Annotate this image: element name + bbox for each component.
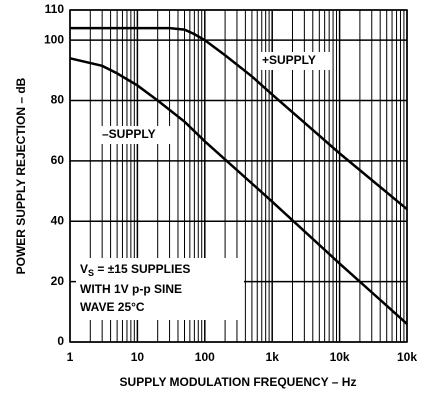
series-line — [70, 26, 408, 211]
x-tick-label: 10k — [397, 350, 417, 364]
x-axis-title: SUPPLY MODULATION FREQUENCY – Hz — [120, 375, 357, 389]
note-line: VS = ±15 SUPPLIES — [80, 262, 190, 278]
note-text: V — [80, 262, 88, 276]
x-tick-label: 10k — [330, 350, 350, 364]
y-tick-label: 80 — [51, 93, 65, 107]
y-tick-label: 110 — [45, 2, 65, 16]
series-line — [69, 57, 408, 325]
note-line: WAVE 25°C — [80, 300, 145, 314]
note-line: WITH 1V p-p SINE — [80, 282, 182, 296]
y-tick-label: 100 — [44, 32, 64, 46]
y-tick-label: 0 — [57, 334, 64, 348]
series-label: –SUPPLY — [102, 127, 156, 141]
y-tick-label: 20 — [51, 274, 65, 288]
plot-frame — [69, 9, 408, 343]
label-bg — [98, 126, 176, 144]
note-bg — [76, 258, 244, 320]
note-sub: S — [88, 268, 94, 278]
y-tick-label: 60 — [51, 153, 65, 167]
note-text: = ±15 SUPPLIES — [94, 262, 190, 276]
x-tick-label: 100 — [195, 350, 215, 364]
y-tick-label: 40 — [51, 213, 65, 227]
x-tick-label: 1 — [67, 350, 74, 364]
y-axis-title: POWER SUPPLY REJECTION – dB — [14, 77, 28, 274]
x-tick-label: 10 — [131, 350, 145, 364]
label-bg — [258, 52, 332, 70]
series-label: +SUPPLY — [262, 53, 316, 67]
x-tick-label: 1k — [266, 350, 280, 364]
lines — [69, 26, 408, 325]
